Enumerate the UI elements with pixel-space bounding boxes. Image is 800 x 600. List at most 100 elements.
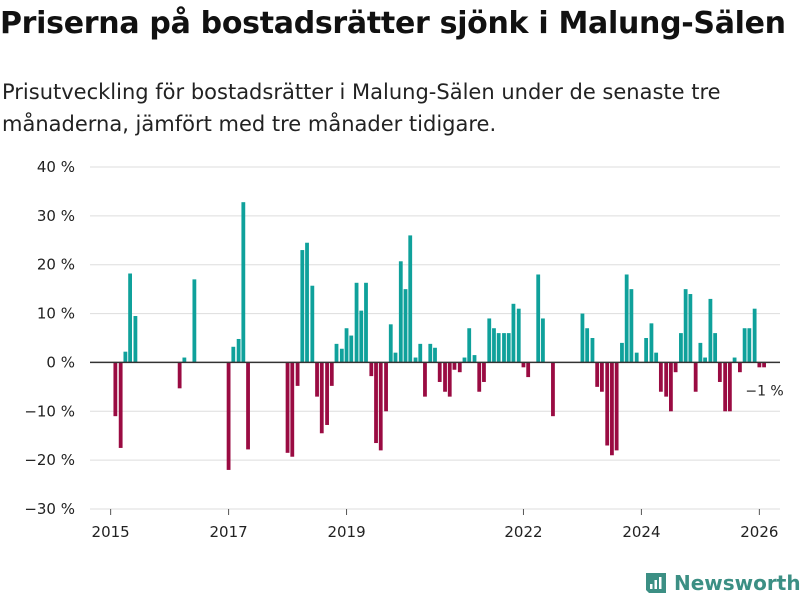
bar [344,328,349,363]
bar [649,323,654,363]
bar [319,362,324,434]
bar [506,333,511,363]
y-tick-label: −20 % [24,451,75,469]
bar [182,357,187,363]
bar [231,346,236,363]
bar [644,338,649,363]
bar [241,202,246,363]
bar [246,362,250,450]
bar [541,318,545,363]
bar [693,362,698,392]
bar [403,289,408,363]
bar [462,357,467,363]
bar [620,342,624,363]
bar [443,362,447,392]
bar [369,362,374,377]
bar [457,362,462,373]
bar [698,342,703,363]
bar [315,362,319,397]
bar [738,362,742,373]
x-tick-label: 2024 [622,523,660,541]
bar [742,328,747,363]
chart-subtitle: Prisutveckling för bostadsrätter i Malun… [2,80,721,136]
y-tick-label: 40 % [37,158,75,176]
x-tick-label: 2026 [740,523,778,541]
bar [688,294,693,363]
bar [482,362,486,382]
bar [629,289,634,363]
bar [679,333,683,363]
bar [113,362,118,417]
bar [325,362,329,425]
bar [752,308,757,363]
bar [393,352,398,363]
last-value-annotation: −1 % [745,383,783,399]
y-tick-label: −10 % [24,402,75,420]
bar [300,250,305,363]
y-tick-label: 20 % [37,256,75,274]
x-tick-label: 2017 [209,523,247,541]
bar [398,261,403,363]
bar [605,362,610,446]
bar [418,343,423,363]
bar [673,362,678,373]
bar [192,279,197,363]
bar [452,362,457,370]
bar [713,333,718,363]
bar [610,362,614,456]
bar [388,324,393,363]
bar [408,235,413,363]
bar [472,355,477,363]
y-tick-label: 0 % [46,353,75,371]
x-tick-label: 2019 [327,523,365,541]
bar [310,285,315,363]
bar [757,362,762,368]
y-tick-label: 30 % [37,207,75,225]
bar [349,335,354,363]
bar [664,362,669,397]
brand-name: Newsworthy [674,571,800,595]
bar [378,362,383,451]
bar [624,274,629,363]
bar [492,328,496,363]
bar [487,318,492,363]
bar [123,351,128,363]
bar [683,289,688,363]
bar [762,362,766,368]
bar [236,338,241,363]
bar [359,310,364,363]
bar [551,362,555,417]
bar [428,343,433,363]
bar [177,362,182,389]
bar [118,362,123,448]
bar [354,282,359,363]
chart-title: Priserna på bostadsrätter sjönk i Malung… [0,6,786,41]
bar [654,352,659,363]
bar [226,362,231,470]
bar [423,362,427,397]
bar [413,357,418,363]
bar [467,328,472,363]
bar [521,362,526,368]
bar [384,362,388,412]
bar [536,274,541,363]
bar [580,313,585,363]
bar [290,362,295,457]
bar [669,362,673,412]
bar [364,282,368,363]
bar [585,328,590,363]
bar [658,362,663,392]
bar [732,357,737,363]
bar [339,348,344,363]
newsworthy-logo: Newsworthy [644,568,800,598]
bar [717,362,722,382]
bar [285,362,290,453]
bar [526,362,531,378]
bar [511,303,516,363]
bar [128,273,132,363]
bar [723,362,728,412]
y-tick-label: 10 % [37,305,75,323]
bar [727,362,732,412]
x-tick-label: 2022 [504,523,542,541]
